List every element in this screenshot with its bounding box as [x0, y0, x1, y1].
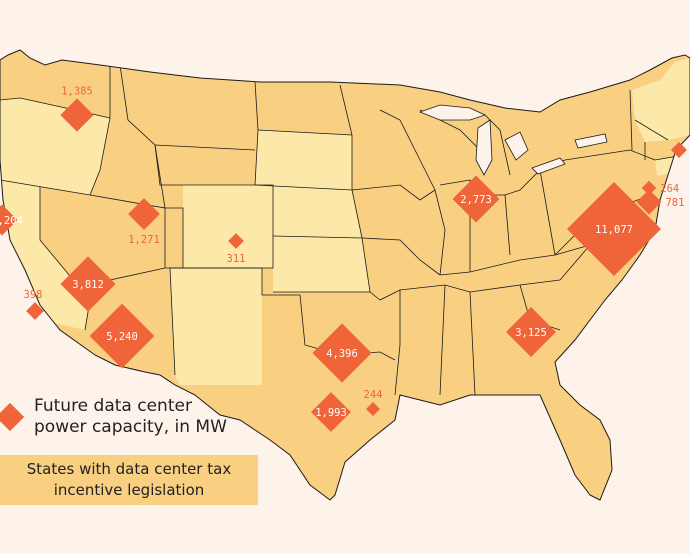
- marker-wa: [60, 98, 94, 132]
- border-az-nm: [169, 267, 262, 376]
- lake-huron: [504, 131, 529, 161]
- border-al-ga: [469, 291, 476, 396]
- border-id-mt: [119, 64, 166, 209]
- lake-erie: [531, 157, 566, 175]
- marker-nv: [60, 256, 116, 312]
- legend-incentive-box: States with data center tax incentive le…: [0, 455, 258, 505]
- border-ia: [351, 184, 436, 201]
- border-nd-sd: [257, 129, 353, 136]
- border-oh-pa: [539, 169, 556, 256]
- marker-ut: [128, 198, 160, 230]
- marker-tx-central: [311, 392, 351, 432]
- marker-nj: [641, 180, 657, 196]
- marker-label-ca-north: 1,204: [0, 215, 23, 227]
- marker-ca-north: [0, 204, 18, 236]
- marker-label-ca-south: 398: [24, 289, 43, 301]
- marker-label-ut: 1,271: [128, 234, 160, 246]
- border-ne-ks: [272, 235, 363, 239]
- marker-label-az: 5,240: [106, 331, 138, 343]
- marker-label-tx-east: 244: [364, 389, 383, 401]
- state-south-dakota: [255, 130, 352, 190]
- border-wy-north: [154, 144, 256, 151]
- border-nm-tx: [261, 268, 396, 361]
- state-kansas: [273, 236, 370, 292]
- great-lakes: [418, 104, 608, 176]
- marker-va: [567, 182, 661, 276]
- state-nebraska: [255, 185, 362, 238]
- marker-label-md: 781: [665, 197, 684, 209]
- border-ar-la: [379, 289, 401, 396]
- us-outline: [0, 49, 690, 501]
- border-ca-nv: [39, 187, 91, 331]
- border-or-south: [0, 179, 91, 196]
- marker-tx-east: [366, 402, 380, 416]
- legend-marker-label: Future data center power capacity, in MW: [34, 396, 227, 437]
- marker-co: [228, 233, 244, 249]
- marker-label-nv: 3,812: [72, 279, 104, 291]
- lake-michigan: [475, 119, 493, 176]
- marker-label-co: 311: [227, 253, 246, 265]
- border-ky-tn: [439, 244, 591, 276]
- marker-label-il: 2,773: [460, 194, 492, 206]
- marker-label-ga: 3,125: [515, 327, 547, 339]
- border-ny-ne: [629, 89, 646, 160]
- border-wi-il: [379, 109, 446, 276]
- marker-ca-south: [26, 302, 44, 320]
- marker-label-tx-central: 1,993: [315, 407, 347, 419]
- state-colorado: [183, 185, 273, 268]
- border-in-oh-2: [504, 194, 511, 256]
- border-pa-ny: [564, 149, 656, 161]
- marker-il: [452, 175, 500, 223]
- marker-label-wa: 1,385: [61, 85, 93, 97]
- state-new-mexico: [170, 268, 262, 385]
- border-ks-ok: [273, 291, 381, 301]
- marker-label-nj: 264: [660, 183, 679, 195]
- marker-az: [89, 303, 155, 369]
- border-id-west: [89, 65, 111, 196]
- state-california: [0, 180, 90, 330]
- marker-tx-north: [312, 323, 372, 383]
- border-ms-al: [439, 284, 446, 396]
- marker-label-va: 11,077: [595, 224, 633, 236]
- capacity-markers: 1,385 1,204 1,271 311 3,812 398 5,240 4,396 1,99…: [0, 85, 687, 432]
- border-wy: [154, 144, 183, 186]
- legend-markers: Future data center power capacity, in MW: [0, 396, 234, 438]
- border-sd-ne: [254, 184, 353, 191]
- state-borders: [0, 64, 679, 396]
- lake-ontario: [574, 133, 608, 149]
- marker-ny-east: [671, 142, 687, 158]
- lake-superior: [418, 104, 487, 121]
- marker-md: [636, 189, 662, 215]
- marker-label-tx-north: 4,396: [326, 348, 358, 360]
- border-mo: [361, 237, 441, 276]
- legend-diamond-icon: [0, 402, 25, 432]
- state-new-england-north: [632, 58, 690, 142]
- marker-ga: [506, 307, 556, 357]
